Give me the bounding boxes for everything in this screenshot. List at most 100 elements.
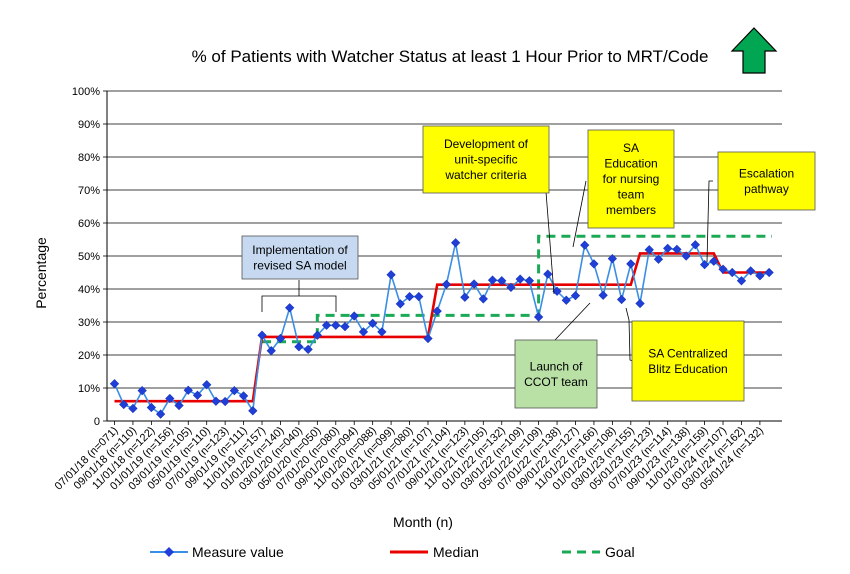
- y-tick-label: 60%: [78, 218, 100, 230]
- annotation-text: Development of: [444, 137, 529, 151]
- measure-point: [137, 386, 147, 396]
- y-tick-label: 40%: [78, 284, 100, 296]
- y-tick-label: 80%: [78, 152, 100, 164]
- measure-point: [285, 303, 295, 313]
- legend-item: Median: [390, 544, 479, 560]
- measure-point: [349, 311, 359, 321]
- annotation-box: [717, 151, 816, 211]
- measure-point: [543, 269, 553, 279]
- measure-point: [192, 390, 203, 400]
- y-tick-label: 0: [94, 416, 100, 428]
- annotation-blitz-education: SA Centralized Blitz Education: [631, 320, 745, 402]
- y-tick-label: 90%: [78, 119, 100, 131]
- measure-point: [340, 321, 350, 332]
- measure-point: [653, 254, 664, 264]
- annotation-leader: [554, 302, 591, 341]
- chart-title: % of Patients with Watcher Status at lea…: [192, 47, 709, 66]
- measure-point: [303, 344, 313, 355]
- y-tick-label: 70%: [78, 185, 100, 197]
- x-axis-label: Month (n): [393, 514, 453, 530]
- annotation-text: Escalation: [739, 166, 794, 180]
- annotation-text: Implementation of: [252, 243, 348, 257]
- measure-point: [626, 259, 636, 269]
- measure-point: [377, 327, 387, 337]
- annotation-ccot-launch: Launch of CCOT team: [514, 339, 598, 409]
- annotation-text: pathway: [744, 182, 789, 196]
- annotation-text: SA Centralized: [648, 346, 727, 360]
- measure-point: [533, 312, 544, 322]
- measure-point: [699, 259, 710, 270]
- annotation-leader: [261, 280, 337, 312]
- measure-point: [764, 267, 774, 278]
- measure-point: [552, 286, 562, 296]
- legend-label: Median: [433, 544, 479, 560]
- measure-point: [506, 282, 516, 292]
- legend-label: Measure value: [192, 544, 284, 560]
- measure-point: [358, 327, 369, 337]
- annotation-text: CCOT team: [524, 375, 588, 389]
- measure-point: [183, 385, 193, 395]
- measure-point: [515, 274, 525, 284]
- measure-point: [312, 330, 322, 340]
- measure-point: [607, 254, 618, 264]
- measure-point: [432, 306, 442, 316]
- up-arrow-icon: [730, 27, 778, 74]
- measure-point: [395, 299, 405, 309]
- measure-point: [487, 275, 498, 285]
- legend-item: Goal: [562, 544, 635, 560]
- measure-point: [736, 276, 747, 286]
- annotation-text: team: [618, 188, 645, 202]
- measure-point: [441, 279, 452, 290]
- y-axis-label: Percentage: [33, 237, 49, 309]
- measure-point: [460, 292, 470, 302]
- measure-point: [386, 270, 396, 280]
- measure-point: [321, 320, 332, 330]
- measure-point: [589, 259, 599, 269]
- measure-point: [220, 396, 230, 407]
- annotation-leader: [572, 180, 587, 248]
- measure-point: [414, 291, 424, 302]
- annotation-text: SA: [623, 141, 639, 155]
- measure-point: [616, 294, 627, 305]
- legend-item: Measure value: [150, 544, 284, 560]
- y-tick-label: 10%: [78, 383, 100, 395]
- measure-point: [524, 276, 535, 286]
- legend-label: Goal: [605, 544, 635, 560]
- measure-point: [331, 320, 341, 330]
- measure-point: [478, 294, 488, 304]
- measure-point: [598, 290, 608, 300]
- measure-point: [755, 271, 765, 281]
- measure-point: [128, 403, 138, 414]
- annotation-text: Education: [604, 157, 657, 171]
- y-tick-label: 30%: [78, 317, 100, 329]
- measure-point: [165, 393, 175, 404]
- measure-point: [155, 409, 166, 419]
- measure-point: [248, 406, 258, 416]
- measure-point: [709, 256, 719, 266]
- measure-point: [174, 400, 184, 411]
- measure-point: [146, 402, 157, 413]
- measure-point: [497, 276, 507, 286]
- annotation-box: [587, 129, 675, 229]
- annotation-text: Launch of: [530, 359, 583, 373]
- annotation-box: [631, 320, 745, 402]
- measure-point: [644, 245, 654, 255]
- annotation-escalation: Escalation pathway: [717, 151, 816, 211]
- legend-swatch-marker: [164, 547, 174, 557]
- annotation-leader: [545, 191, 555, 295]
- measure-point: [404, 291, 415, 302]
- measure-point: [202, 380, 212, 390]
- measure-point: [266, 346, 276, 356]
- measure-point: [275, 333, 286, 344]
- measure-point: [119, 399, 129, 410]
- measure-point: [368, 318, 378, 328]
- measure-point: [580, 240, 590, 250]
- measure-point: [451, 238, 461, 248]
- measure-point: [109, 379, 120, 389]
- y-tick-label: 20%: [78, 350, 100, 362]
- measure-point: [672, 244, 682, 255]
